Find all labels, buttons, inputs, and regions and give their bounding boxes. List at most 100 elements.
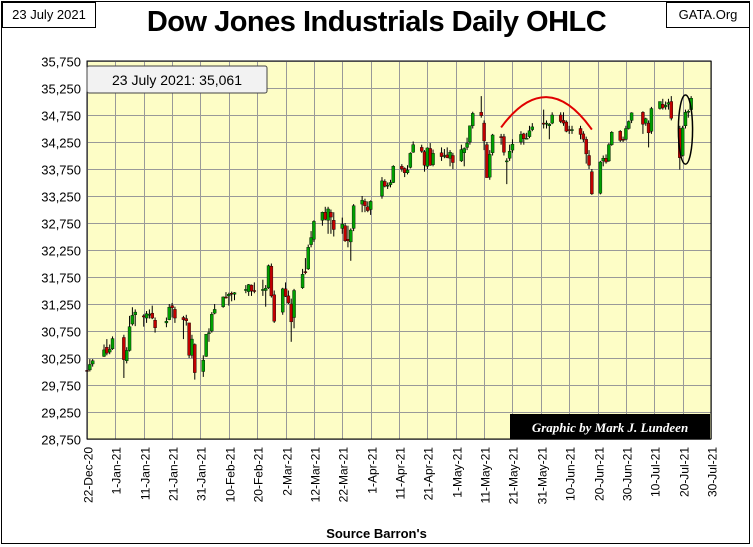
x-tick-label: 20-Jul-21 [678, 447, 692, 497]
candle-down [485, 144, 489, 178]
candle-down [482, 122, 486, 142]
candle-down [181, 317, 186, 320]
candle-up [686, 111, 691, 113]
candle-down [249, 284, 254, 292]
candle-up [448, 152, 452, 159]
candle-down [269, 266, 274, 297]
candle-up [680, 127, 685, 156]
candle-up [663, 105, 668, 108]
candle-down [173, 309, 177, 319]
x-tick-label: 30-Jul-21 [706, 447, 720, 497]
x-tick-label: 10-Jun-21 [564, 447, 578, 501]
candle-up [683, 112, 688, 127]
candle-up [309, 237, 313, 245]
candle-up [312, 221, 316, 240]
candle-up [550, 114, 554, 124]
gridlines [87, 61, 712, 440]
callout-text: 23 July 2021: 35,061 [112, 72, 242, 88]
candle-up [607, 144, 611, 162]
y-tick-label: 28,750 [41, 433, 81, 448]
candle-up [190, 338, 194, 356]
x-tick-label: 20-Feb-21 [252, 447, 266, 503]
candle-up [349, 229, 353, 243]
candle-up [547, 123, 552, 127]
candle-up [107, 349, 112, 353]
candle-down [193, 344, 197, 373]
candle-up [167, 307, 171, 320]
candle-up [431, 153, 435, 165]
candle-down [332, 220, 336, 230]
candle-down [499, 136, 503, 138]
candle-up [468, 125, 472, 143]
candle-up [610, 132, 614, 145]
x-tick-label: 2-Mar-21 [281, 447, 295, 496]
source-label: Source Barron's [326, 526, 427, 541]
candle-up [544, 122, 549, 125]
candle-up [411, 144, 415, 153]
y-tick-label: 33,750 [41, 163, 81, 178]
x-tick-label: 11-Jan-21 [139, 447, 153, 500]
candle-up [212, 309, 217, 314]
candle-down [669, 101, 673, 119]
candles [85, 96, 693, 380]
candle-down [400, 166, 404, 170]
candle-up [261, 289, 265, 291]
x-tick-label: 1-Apr-21 [366, 447, 380, 494]
candle-up [488, 154, 492, 178]
candle-up [519, 134, 523, 143]
candle-up [144, 313, 149, 319]
candle-up [425, 147, 430, 167]
candle-down [618, 130, 622, 141]
candle-up [201, 359, 205, 372]
x-tick-label: 30-Jun-21 [621, 447, 635, 501]
x-tick-label: 20-Jun-21 [593, 447, 607, 501]
x-tick-label: 22-Mar-21 [337, 447, 351, 503]
candle-down [363, 201, 367, 206]
candle-down [621, 139, 625, 141]
candle-up [598, 161, 603, 194]
candle-up [340, 223, 344, 229]
candle-down [286, 295, 291, 304]
candle-down [541, 122, 546, 125]
candle-down [661, 103, 665, 109]
x-tick-label: 21-Jan-21 [167, 447, 181, 501]
candle-down [346, 238, 350, 242]
candle-up [90, 360, 95, 365]
candle-down [522, 133, 526, 139]
candle-up [164, 321, 169, 324]
y-tick-label: 34,250 [41, 136, 81, 151]
x-tick-label: 21-Apr-21 [422, 447, 436, 501]
candle-down [323, 211, 327, 220]
candle-down [567, 129, 571, 131]
candle-up [624, 128, 628, 140]
candle-down [419, 147, 424, 152]
candle-up [326, 208, 330, 221]
x-tick-label: 22-Dec-20 [82, 447, 96, 503]
candle-up [471, 113, 475, 126]
candle-down [428, 148, 432, 166]
x-tick-label: 1-Jan-21 [110, 447, 124, 495]
candle-up [300, 274, 305, 288]
candle-up [210, 314, 214, 332]
candle-up [490, 134, 495, 153]
candle-down [439, 152, 444, 157]
candle-down [646, 122, 651, 134]
candle-up [306, 247, 310, 270]
candle-down [578, 128, 583, 135]
y-tick-label: 34,750 [41, 109, 81, 124]
candle-down [184, 318, 188, 321]
candle-up [281, 288, 285, 313]
y-tick-label: 32,250 [41, 244, 81, 259]
y-tick-label: 31,250 [41, 298, 81, 313]
candle-up [644, 118, 648, 124]
candle-down [561, 120, 566, 124]
candle-down [170, 305, 174, 308]
candle-up [405, 169, 410, 173]
y-tick-label: 33,250 [41, 190, 81, 205]
candle-down [604, 157, 608, 163]
candle-down [187, 322, 191, 356]
candle-up [147, 314, 152, 316]
candle-up [110, 338, 115, 350]
y-tick-label: 30,250 [41, 352, 81, 367]
